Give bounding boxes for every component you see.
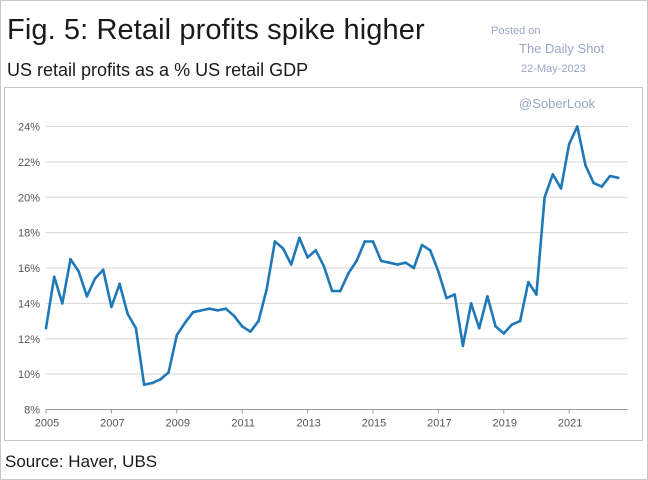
y-tick-label: 14%	[18, 298, 40, 310]
data-point	[502, 332, 506, 335]
data-point	[396, 263, 399, 266]
data-point	[535, 293, 538, 296]
data-point	[412, 266, 416, 270]
data-point	[44, 326, 48, 330]
x-tick-label: 2005	[35, 418, 59, 430]
y-tick-label: 8%	[24, 405, 40, 417]
data-point	[379, 259, 383, 263]
data-point	[257, 319, 260, 323]
data-point	[543, 195, 546, 199]
data-point	[584, 164, 587, 167]
data-point	[183, 321, 187, 325]
data-point	[453, 293, 457, 296]
data-point	[200, 309, 203, 312]
page-title: Fig. 5: Retail profits spike higher	[7, 14, 425, 46]
source-note: Source: Haver, UBS	[5, 452, 158, 471]
y-tick-label: 12%	[18, 334, 40, 346]
x-tick-label: 2017	[427, 418, 451, 430]
data-point	[118, 282, 121, 286]
data-point	[477, 326, 481, 330]
x-tick-label: 2007	[100, 418, 124, 430]
chart-subtitle: US retail profits as a % US retail GDP	[7, 60, 309, 80]
data-point	[338, 289, 342, 293]
y-tick-label: 20%	[18, 192, 40, 204]
data-point	[461, 344, 465, 348]
watermark-handle: @SoberLook	[519, 96, 596, 111]
data-point	[404, 261, 407, 264]
data-point	[616, 176, 620, 180]
data-point	[93, 277, 97, 280]
y-tick-label: 10%	[18, 369, 40, 381]
data-point	[289, 263, 293, 266]
data-point	[101, 268, 105, 272]
data-point	[52, 275, 56, 279]
data-point	[208, 307, 211, 310]
data-point	[355, 259, 358, 263]
x-tick-label: 2019	[493, 418, 517, 430]
data-point	[486, 295, 489, 298]
data-point	[600, 185, 604, 188]
x-tick-label: 2015	[362, 418, 386, 430]
data-point	[85, 295, 89, 298]
x-tick-label: 2013	[296, 418, 320, 430]
data-point	[347, 272, 350, 275]
y-tick-label: 16%	[18, 263, 40, 275]
data-point	[551, 172, 555, 176]
data-point	[567, 142, 571, 146]
data-point	[126, 312, 130, 316]
data-point	[306, 256, 309, 259]
data-point	[437, 270, 440, 273]
data-point	[445, 296, 448, 300]
data-point	[240, 325, 244, 328]
data-point	[608, 174, 612, 178]
data-point	[281, 247, 285, 250]
data-point	[494, 325, 497, 328]
data-point	[363, 240, 367, 243]
data-point	[159, 378, 162, 381]
data-point	[150, 381, 154, 385]
y-tick-label: 18%	[18, 228, 40, 240]
data-point	[61, 302, 64, 305]
x-tick-label: 2009	[166, 418, 190, 430]
data-point	[265, 287, 269, 291]
data-point	[249, 330, 252, 333]
data-point	[469, 302, 473, 305]
data-point	[330, 289, 334, 293]
x-tick-label: 2021	[558, 418, 582, 430]
series-line	[44, 125, 620, 387]
data-point	[167, 371, 170, 374]
watermark-name: The Daily Shot	[519, 41, 605, 56]
watermark-date: 22-May-2023	[521, 63, 586, 75]
data-point	[191, 310, 195, 314]
data-point	[77, 270, 80, 273]
y-tick-label: 22%	[18, 157, 40, 169]
data-point	[576, 125, 579, 128]
data-point	[175, 333, 179, 337]
data-point	[232, 314, 236, 318]
data-point	[388, 261, 391, 264]
data-point	[110, 305, 113, 309]
data-point	[592, 181, 595, 185]
y-tick-label: 24%	[18, 122, 40, 134]
data-point	[371, 240, 375, 243]
data-point	[526, 280, 530, 284]
data-point	[420, 243, 424, 247]
watermark-posted-on: Posted on	[491, 25, 541, 37]
data-point	[216, 309, 219, 312]
data-point	[510, 323, 514, 326]
data-point	[428, 249, 432, 252]
x-tick-label: 2011	[231, 418, 255, 430]
data-point	[518, 319, 522, 323]
data-point	[298, 236, 301, 240]
data-point	[69, 257, 72, 261]
data-point	[314, 249, 318, 252]
data-point	[559, 187, 563, 190]
data-point	[322, 264, 326, 268]
data-point	[273, 240, 277, 243]
data-point	[142, 383, 146, 387]
data-point	[224, 307, 228, 310]
data-point	[134, 326, 138, 330]
chart-area	[4, 87, 643, 441]
